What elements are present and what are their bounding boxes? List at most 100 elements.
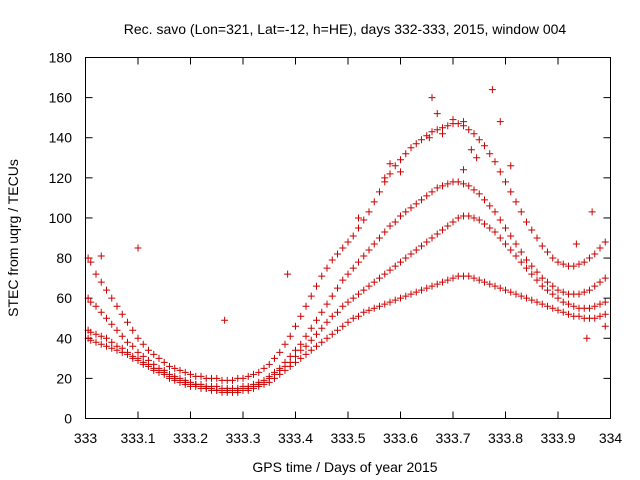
y-tick-label: 120 [49, 170, 73, 186]
data-point [554, 286, 562, 294]
data-point [213, 386, 221, 394]
data-point [544, 302, 551, 310]
data-point [475, 136, 483, 144]
data-point [433, 110, 441, 118]
data-point [470, 186, 478, 194]
data-point [103, 286, 110, 294]
data-point [129, 342, 137, 350]
data-point [87, 298, 95, 306]
data-points [84, 86, 609, 396]
data-point [512, 290, 520, 298]
data-point [481, 196, 488, 204]
data-point [166, 362, 173, 370]
data-point [370, 240, 378, 248]
data-point [87, 328, 95, 336]
data-point [465, 182, 473, 190]
data-point [575, 290, 583, 298]
data-point [103, 342, 110, 350]
data-point [397, 258, 404, 266]
data-point [145, 362, 152, 370]
data-point [87, 336, 95, 344]
x-tick-label: 333.8 [488, 430, 523, 446]
data-point [292, 352, 299, 360]
data-point [439, 226, 446, 234]
data-point [549, 304, 557, 312]
x-tick-label: 333.6 [383, 430, 418, 446]
data-point [449, 218, 457, 226]
data-point [355, 290, 362, 298]
data-point [423, 238, 431, 246]
data-point [271, 374, 278, 382]
data-point [197, 372, 205, 380]
data-point [349, 232, 357, 240]
data-point [488, 86, 496, 94]
data-point [302, 342, 310, 350]
data-point [428, 188, 436, 196]
data-point [596, 300, 604, 308]
data-point [507, 162, 515, 170]
data-point [601, 310, 609, 318]
data-point [583, 334, 591, 342]
data-point [465, 272, 473, 280]
x-tick-label: 333 [74, 430, 98, 446]
data-point [376, 302, 383, 310]
data-point [344, 238, 352, 246]
data-point [386, 298, 394, 306]
x-tick-label: 333.9 [540, 430, 575, 446]
chart-title: Rec. savo (Lon=321, Lat=-12, h=HE), days… [124, 21, 567, 37]
data-point [365, 282, 373, 290]
data-point [491, 282, 499, 290]
data-point [328, 312, 336, 320]
data-point [365, 306, 373, 314]
data-point [433, 126, 441, 134]
data-point [496, 216, 504, 224]
data-point [538, 242, 546, 250]
data-point [554, 294, 562, 302]
data-point [181, 380, 189, 388]
data-point [355, 258, 362, 266]
data-point [591, 302, 599, 310]
data-point [418, 136, 425, 144]
data-point [549, 254, 557, 262]
data-point [344, 298, 352, 306]
data-point [271, 354, 278, 362]
data-point [113, 302, 121, 310]
data-point [370, 198, 378, 206]
data-point [160, 370, 168, 378]
data-point [328, 330, 336, 338]
data-point [412, 288, 420, 296]
data-point [538, 300, 546, 308]
data-point [517, 258, 525, 266]
data-point [381, 300, 389, 308]
data-point [533, 234, 541, 242]
y-tick-label: 140 [49, 130, 73, 146]
data-point [460, 166, 467, 174]
data-point [376, 234, 383, 242]
data-point [533, 298, 541, 306]
data-point [370, 278, 378, 286]
data-point [491, 208, 499, 216]
data-point [554, 258, 562, 266]
data-point [391, 262, 399, 270]
data-point [418, 242, 425, 250]
data-point [118, 332, 126, 340]
data-point [496, 284, 504, 292]
data-point [349, 264, 357, 272]
data-point [118, 348, 126, 356]
data-point [124, 338, 131, 346]
data-point [407, 204, 415, 212]
data-point [407, 290, 415, 298]
data-point [402, 254, 410, 262]
data-point [523, 256, 530, 264]
data-point [512, 240, 520, 248]
data-point [250, 370, 257, 378]
data-point [265, 378, 273, 386]
data-point [307, 336, 315, 344]
data-point [523, 218, 530, 226]
data-point [507, 288, 515, 296]
data-point [465, 126, 473, 134]
data-point [360, 308, 368, 316]
data-point [512, 252, 520, 260]
data-point [601, 298, 609, 306]
